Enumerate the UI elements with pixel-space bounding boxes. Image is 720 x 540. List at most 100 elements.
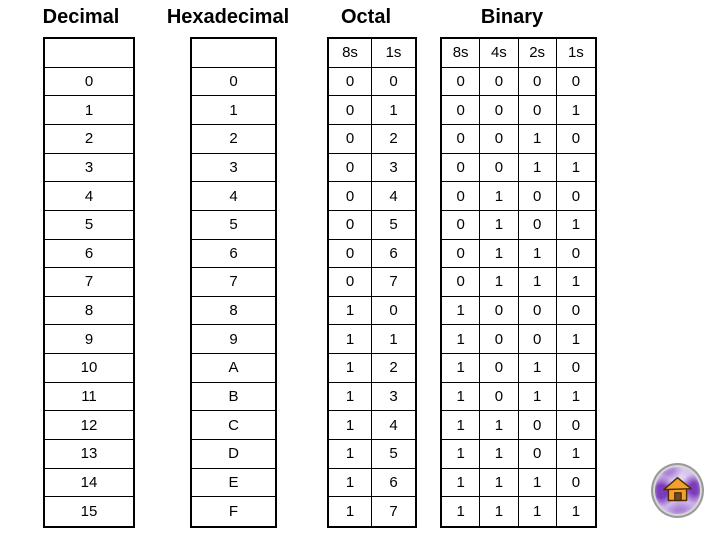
table-cell: 1 bbox=[442, 497, 481, 526]
table-header-cell bbox=[192, 39, 275, 68]
table-cell: A bbox=[192, 354, 275, 383]
table-cell: 7 bbox=[45, 268, 133, 297]
table-cell: 0 bbox=[480, 124, 519, 154]
table-cell: 1 bbox=[329, 325, 372, 355]
table-cell: 0 bbox=[518, 325, 557, 355]
home-icon bbox=[663, 477, 692, 502]
table-cell: 9 bbox=[192, 325, 275, 355]
table-cell: 1 bbox=[480, 268, 519, 297]
table-cell: 0 bbox=[442, 239, 481, 269]
table-cell: 1 bbox=[571, 503, 581, 521]
table-cell: 4 bbox=[372, 411, 415, 441]
table-cell: 0 bbox=[518, 296, 557, 326]
table-cell: 11 bbox=[45, 383, 133, 412]
table-cell: 7 bbox=[389, 503, 398, 521]
table-header-cell: 1s bbox=[556, 39, 595, 68]
table-cell: 0 bbox=[329, 210, 372, 240]
table-cell: 1 bbox=[329, 354, 372, 383]
column-header-decimal: Decimal bbox=[42, 6, 120, 28]
table-cell: 3 bbox=[192, 154, 275, 183]
table-cell: 1 bbox=[480, 210, 519, 240]
table-cell: 1 bbox=[329, 296, 372, 326]
table-cell: E bbox=[192, 469, 275, 498]
table-cell: 1 bbox=[372, 96, 415, 125]
table-cell: 1 bbox=[556, 154, 595, 183]
column-header-hexadecimal: Hexadecimal bbox=[166, 6, 290, 28]
table-cell: F bbox=[228, 503, 239, 521]
table-cell: 0 bbox=[556, 297, 595, 326]
table-cell: 0 bbox=[329, 153, 372, 183]
table-cell: 6 bbox=[192, 240, 275, 269]
table-cell: 0 bbox=[556, 125, 595, 154]
table-cell: 1 bbox=[480, 239, 519, 269]
table-cell: 4 bbox=[192, 182, 275, 211]
table-cell: 1 bbox=[556, 325, 595, 355]
table-cell: C bbox=[192, 411, 275, 441]
table-cell: 0 bbox=[480, 382, 519, 412]
binary-table: 8s 4s 2s 1s 0 0 0 0 0 0 0 1 0 0 1 0 0 0 1 1 0 1 0 0 0 1 0 1 0 1 1 0 0 1 1 1… bbox=[440, 37, 597, 528]
table-cell: 0 bbox=[518, 67, 557, 97]
table-cell: 0 bbox=[329, 182, 372, 211]
table-cell: 7 bbox=[192, 268, 275, 297]
decimal-table: 0 1 2 3 4 5 6 7 8 9 10 11 12 13 14 15 bbox=[43, 37, 135, 528]
table-cell: 1 bbox=[556, 268, 595, 297]
table-cell: D bbox=[192, 440, 275, 469]
table-cell: 0 bbox=[329, 268, 372, 297]
table-cell: 0 bbox=[518, 182, 557, 211]
table-cell: 1 bbox=[556, 211, 595, 240]
table-cell: 1 bbox=[556, 383, 595, 412]
table-cell: 1 bbox=[518, 124, 557, 154]
table-cell: 1 bbox=[518, 268, 557, 297]
table-cell: 2 bbox=[192, 125, 275, 154]
table-cell: 4 bbox=[372, 182, 415, 211]
table-cell: 0 bbox=[329, 96, 372, 125]
table-cell: 1 bbox=[518, 468, 557, 498]
table-cell: 1 bbox=[372, 325, 415, 355]
table-cell: 0 bbox=[556, 182, 595, 211]
table-cell: 4 bbox=[45, 182, 133, 211]
table-cell: 1 bbox=[329, 411, 372, 441]
table-cell: 1 bbox=[442, 440, 481, 469]
table-cell: 0 bbox=[480, 67, 519, 97]
table-header-cell: 8s bbox=[329, 39, 372, 68]
table-cell: 6 bbox=[372, 469, 415, 498]
table-cell: 3 bbox=[372, 154, 415, 183]
table-cell: 0 bbox=[372, 68, 415, 97]
table-cell: 0 bbox=[45, 68, 133, 97]
table-cell: 5 bbox=[192, 211, 275, 240]
table-cell: 1 bbox=[442, 468, 481, 498]
table-header-cell bbox=[45, 39, 133, 68]
table-cell: 12 bbox=[45, 411, 133, 441]
table-header-cell: 2s bbox=[518, 39, 557, 68]
table-cell: 1 bbox=[442, 354, 481, 383]
table-cell: 0 bbox=[329, 239, 372, 269]
table-cell: 1 bbox=[480, 411, 519, 441]
table-header-cell: 1s bbox=[372, 39, 415, 68]
table-cell: 3 bbox=[45, 154, 133, 183]
table-cell: 0 bbox=[556, 68, 595, 97]
table-cell: 13 bbox=[45, 440, 133, 469]
table-cell: 1 bbox=[442, 325, 481, 355]
table-cell: 0 bbox=[518, 96, 557, 125]
table-cell: 0 bbox=[192, 68, 275, 97]
table-cell: 0 bbox=[442, 268, 481, 297]
table-cell: 0 bbox=[480, 325, 519, 355]
table-cell: 7 bbox=[372, 268, 415, 297]
table-cell: 0 bbox=[556, 354, 595, 383]
table-cell: 0 bbox=[442, 124, 481, 154]
table-cell: 0 bbox=[442, 210, 481, 240]
table-cell: 1 bbox=[519, 497, 557, 526]
table-cell: 6 bbox=[372, 240, 415, 269]
table-cell: 1 bbox=[556, 96, 595, 125]
table-cell: 14 bbox=[45, 469, 133, 498]
table-cell: 1 bbox=[518, 382, 557, 412]
table-cell: 1 bbox=[45, 96, 133, 125]
table-cell: 8 bbox=[192, 297, 275, 326]
home-button[interactable] bbox=[651, 463, 704, 518]
table-cell: 1 bbox=[329, 382, 372, 412]
table-cell: 2 bbox=[45, 125, 133, 154]
column-header-binary: Binary bbox=[480, 6, 544, 28]
table-cell: 0 bbox=[556, 240, 595, 269]
